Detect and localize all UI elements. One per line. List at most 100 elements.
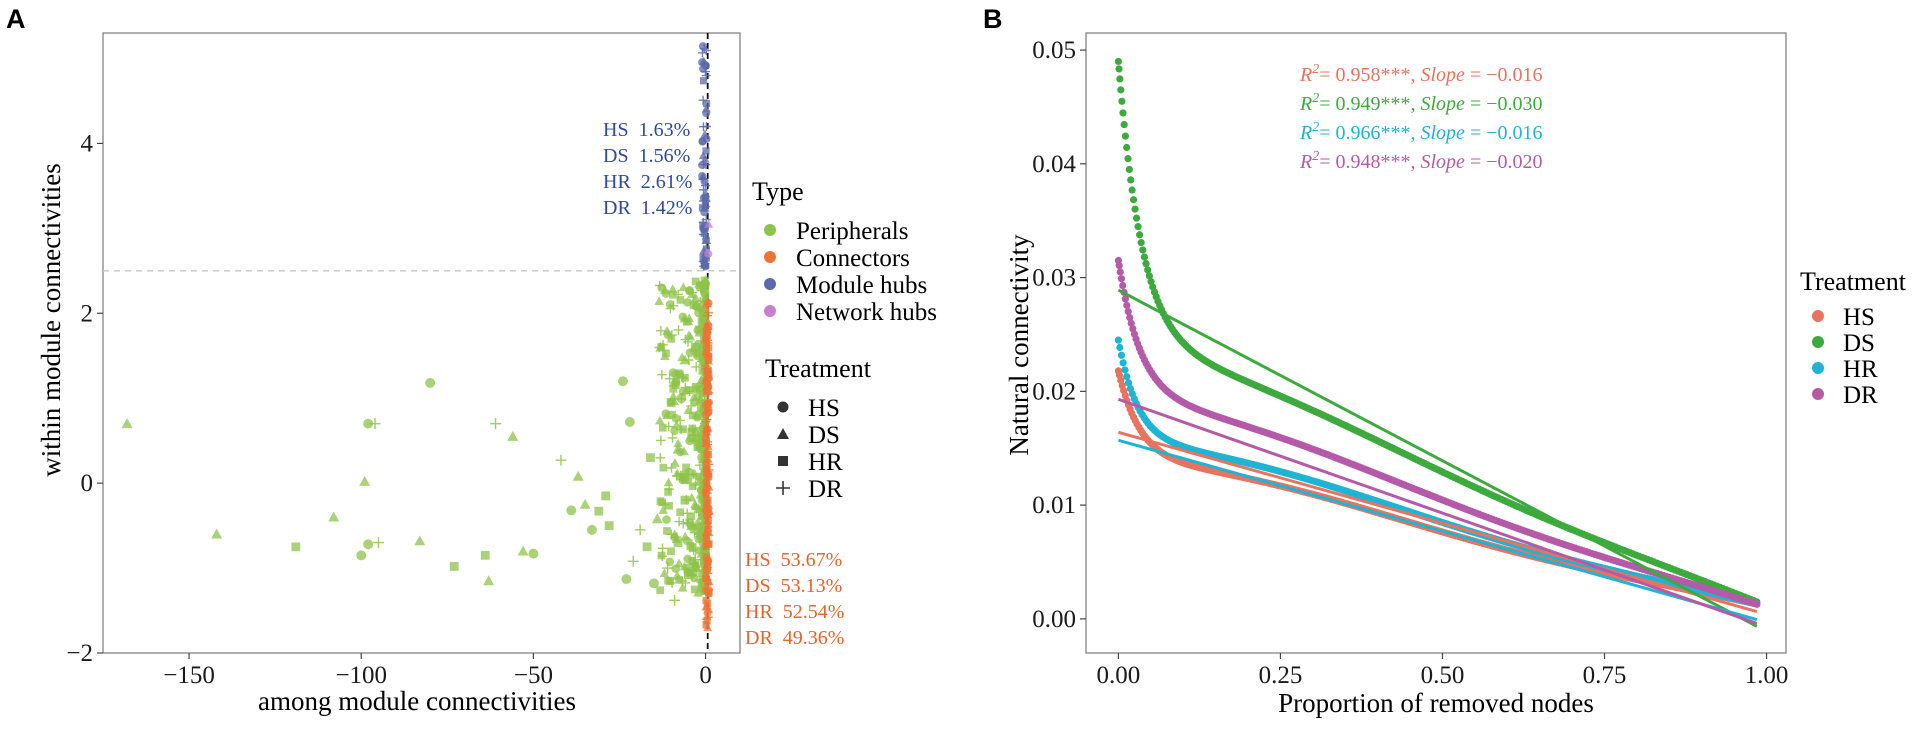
point-dr: [1126, 314, 1134, 322]
module-hub-point: [700, 129, 710, 138]
peripheral-point: [700, 306, 709, 315]
connector-point: [703, 311, 713, 321]
peripheral-point: [679, 561, 690, 571]
peripheral-point: [667, 330, 677, 340]
module-hub-point: [702, 147, 710, 155]
y-tick-label: 0.05: [1032, 37, 1076, 64]
x-tick-label: 0.50: [1421, 662, 1465, 689]
peripheral-point: [555, 454, 567, 466]
connector-point: [703, 496, 711, 504]
module-hub-point: [698, 95, 708, 105]
peripheral-point: [359, 475, 371, 486]
panel-a-y-axis-title: within module connectivities: [36, 163, 66, 476]
treatment-legend-a-title: Treatment: [765, 354, 872, 383]
x-tick-label: −100: [335, 662, 387, 689]
peripheral-point: [658, 498, 666, 507]
point-ds: [1134, 223, 1142, 231]
point-hr: [1114, 336, 1123, 344]
peripheral-point: [695, 443, 704, 452]
legend-swatch-connectors: [764, 251, 776, 263]
peripheral-point: [449, 561, 459, 571]
peripheral-point: [646, 453, 655, 463]
legend-a-hs: HS: [808, 395, 840, 422]
peripheral-point: [660, 351, 670, 360]
point-ds: [1123, 143, 1131, 152]
peripheral-point: [683, 297, 692, 307]
peripheral-point: [655, 415, 665, 425]
hub-pct-hr: HR 2.61%: [603, 171, 692, 193]
peripheral-point: [662, 410, 672, 420]
peripheral-point: [695, 281, 704, 290]
hub-pct-dr-value: 1.42%: [641, 197, 693, 219]
peripheral-point: [683, 355, 694, 365]
peripheral-point: [691, 563, 702, 572]
peripheral-point: [572, 470, 584, 481]
peripheral-point: [688, 411, 697, 420]
connector-point: [704, 576, 714, 586]
connector-point: [703, 568, 713, 578]
y-tick-label: 0.02: [1032, 378, 1076, 405]
connector-point: [703, 454, 713, 463]
fit-line-hr: [1118, 438, 1758, 621]
peripheral-point: [658, 423, 667, 432]
legend-b-swatch-ds: [1812, 336, 1824, 348]
peripheral-point: [634, 524, 646, 536]
module-hub-point: [698, 137, 707, 146]
module-hub-point: [701, 235, 711, 244]
peripheral-point: [669, 529, 680, 539]
peripheral-point: [414, 535, 426, 546]
peripheral-point: [678, 373, 688, 383]
hub-pct-ds-value: 1.56%: [639, 145, 691, 167]
module-hub-percentages: HS 1.63% DS 1.56% HR 2.61% DR 1.42%: [603, 119, 692, 219]
point-ds: [1124, 155, 1132, 163]
peripheral-point: [690, 480, 701, 490]
peripheral-point: [662, 515, 671, 524]
peripheral-point: [677, 576, 688, 586]
y-tick-label: 0: [81, 470, 94, 497]
stat-hs: R2= 0.958***, Slope = −0.016: [1299, 62, 1543, 86]
peripheral-point: [693, 339, 703, 349]
connector-point: [705, 352, 713, 360]
panel-a-x-ticks: −150 −100 −50 0: [163, 653, 712, 689]
legend-shape-triangle-icon: [777, 428, 789, 439]
module-hub-point: [698, 151, 708, 160]
module-hub-point: [697, 48, 707, 58]
point-ds: [1114, 57, 1123, 66]
peripheral-point: [671, 413, 681, 423]
peripheral-point: [691, 277, 700, 286]
peripheral-point: [691, 362, 701, 372]
peripheral-point: [690, 585, 699, 594]
panel-b-plot-frame: [1085, 32, 1787, 654]
peripheral-point: [695, 475, 705, 485]
module-hub-point: [701, 104, 711, 113]
point-dr: [1123, 301, 1131, 309]
peripheral-point: [693, 351, 702, 361]
point-dr: [1115, 262, 1123, 270]
peripheral-point: [566, 505, 577, 516]
module-hub-point: [698, 122, 708, 132]
x-tick-label: 0.00: [1097, 662, 1141, 689]
connector-point: [703, 539, 712, 548]
peripheral-point: [668, 368, 678, 377]
peripheral-point: [669, 384, 678, 393]
peripheral-point: [659, 463, 668, 472]
peripheral-point: [642, 542, 652, 552]
peripheral-point: [672, 468, 682, 478]
module-hub-point: [701, 61, 711, 70]
connector-point: [701, 417, 711, 427]
peripheral-point: [664, 373, 675, 384]
peripheral-point: [687, 512, 696, 521]
point-ds: [1120, 120, 1128, 129]
peripheral-point: [680, 382, 691, 393]
peripheral-point: [686, 492, 697, 502]
peripheral-point: [601, 491, 611, 501]
point-ds: [1137, 238, 1145, 247]
connector-point: [703, 599, 712, 607]
fit-line-hs: [1118, 430, 1758, 614]
point-dr: [1124, 308, 1132, 316]
peripheral-point: [683, 475, 693, 485]
peripheral-point: [517, 545, 529, 556]
peripheral-point: [701, 288, 710, 297]
conn-pct-hr-value: 52.54%: [783, 601, 845, 623]
